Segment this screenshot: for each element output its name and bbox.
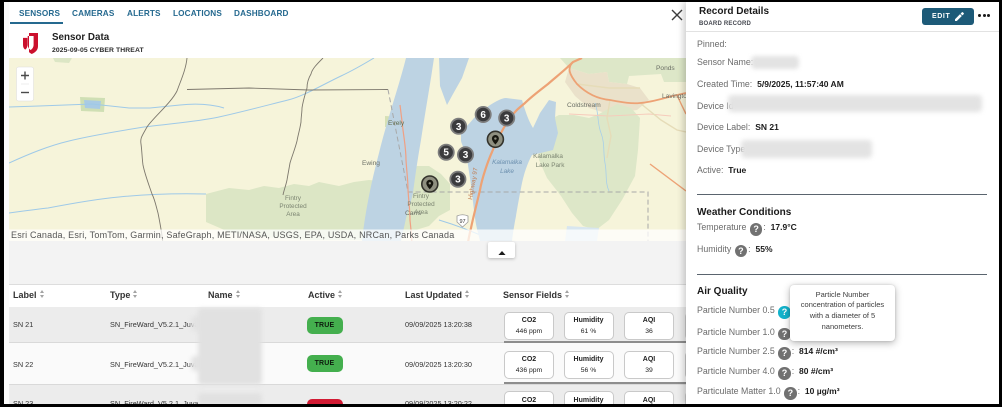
svg-text:Protected: Protected <box>407 201 435 208</box>
svg-text:Area: Area <box>414 209 428 216</box>
svg-text:Protected: Protected <box>279 203 307 210</box>
svg-text:Ewing: Ewing <box>362 160 380 167</box>
svg-text:Kalamalka: Kalamalka <box>492 159 522 166</box>
svg-text:3: 3 <box>463 150 469 161</box>
svg-text:3: 3 <box>504 114 510 125</box>
svg-text:Carrs: Carrs <box>405 210 422 217</box>
svg-text:Lake Park: Lake Park <box>536 162 566 169</box>
svg-text:3: 3 <box>455 175 461 186</box>
svg-text:Ponds: Ponds <box>656 65 675 72</box>
svg-text:5: 5 <box>443 148 449 159</box>
svg-text:Kalamalka: Kalamalka <box>533 153 563 160</box>
svg-text:Fintry: Fintry <box>413 193 430 200</box>
svg-text:Fintry: Fintry <box>285 195 302 202</box>
svg-text:6: 6 <box>480 110 486 121</box>
svg-text:Coldstream: Coldstream <box>567 102 601 109</box>
svg-text:Lake: Lake <box>500 168 514 175</box>
svg-text:Area: Area <box>286 211 300 218</box>
svg-text:Esri Canada, Esri, TomTom, Gar: Esri Canada, Esri, TomTom, Garmin, SafeG… <box>11 230 454 240</box>
svg-text:Evely: Evely <box>388 120 405 127</box>
svg-text:97: 97 <box>459 219 465 225</box>
svg-text:3: 3 <box>456 122 462 133</box>
svg-text:Lavington: Lavington <box>662 93 686 100</box>
